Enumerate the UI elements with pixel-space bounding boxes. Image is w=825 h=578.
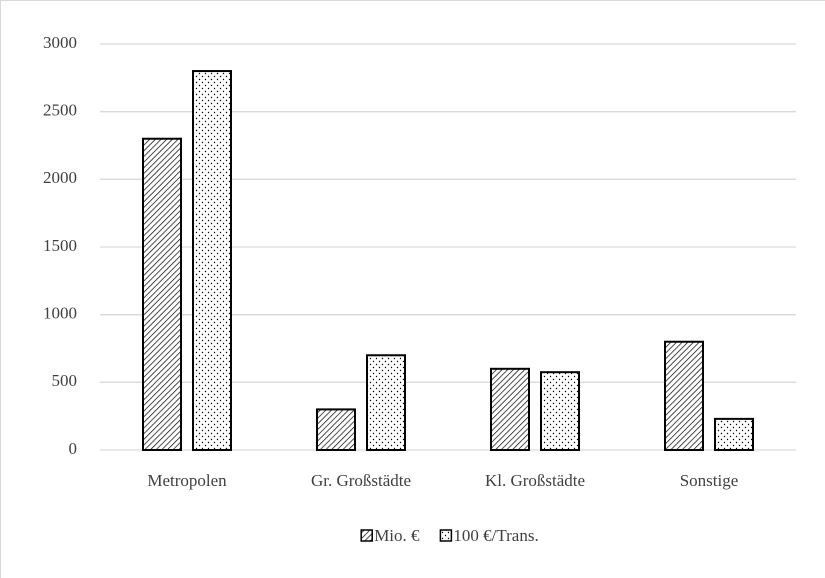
x-tick-label: Gr. Großstädte [311, 471, 411, 490]
bar [664, 340, 704, 452]
y-tick-label: 500 [52, 371, 78, 390]
y-tick-label: 3000 [43, 33, 77, 52]
x-tick-label: Sonstige [680, 471, 739, 490]
y-tick-label: 2500 [43, 101, 77, 120]
y-tick-label: 1000 [43, 304, 77, 323]
bar [192, 70, 232, 451]
x-tick-label: Metropolen [147, 471, 227, 490]
y-tick-label: 1500 [43, 236, 77, 255]
bar [316, 408, 356, 451]
bar [142, 137, 182, 451]
legend-swatch [439, 529, 453, 542]
bar [540, 371, 580, 451]
y-tick-label: 2000 [43, 168, 77, 187]
legend-label: 100 €/Trans. [453, 526, 538, 545]
bar [366, 354, 406, 451]
bar [714, 417, 754, 451]
legend-label: Mio. € [374, 526, 420, 545]
x-tick-label: Kl. Großstädte [485, 471, 585, 490]
bar [490, 367, 530, 451]
legend-swatch [360, 529, 373, 542]
y-tick-label: 0 [69, 439, 78, 458]
